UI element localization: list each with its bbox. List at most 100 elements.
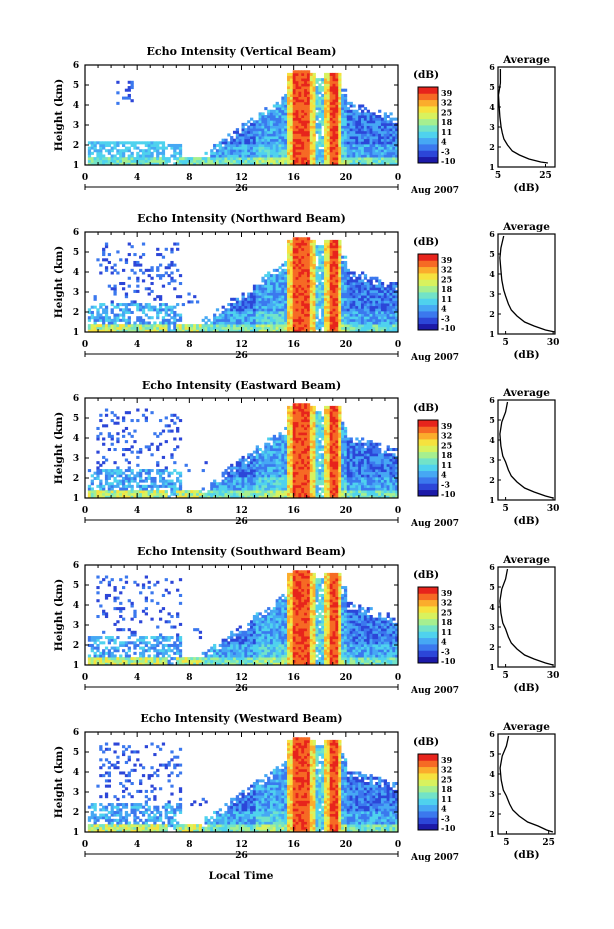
heatmap-cell — [278, 318, 282, 322]
heatmap-cell — [292, 88, 296, 92]
heatmap-cell — [324, 93, 328, 97]
heatmap-cell — [346, 159, 351, 163]
heatmap-cell — [361, 112, 365, 116]
heatmap-cell — [295, 416, 299, 420]
heatmap-cell — [389, 316, 393, 320]
heatmap-cell — [309, 125, 314, 129]
heatmap-cell — [247, 492, 251, 496]
heatmap-cell — [221, 318, 225, 322]
heatmap-cell — [324, 329, 328, 333]
heatmap-cell — [227, 324, 231, 328]
heatmap-cell — [281, 461, 285, 465]
y-axis-label: Height (km) — [53, 246, 65, 318]
heatmap-cell — [113, 490, 117, 494]
heatmap-cell — [378, 324, 382, 328]
heatmap-cell — [164, 329, 168, 333]
heatmap-cell — [264, 471, 268, 475]
heatmap-cell — [326, 122, 331, 126]
heatmap-cell — [326, 162, 331, 166]
heatmap-cell — [99, 305, 103, 309]
heatmap-cell — [395, 157, 399, 161]
heatmap-cell — [178, 484, 183, 488]
heatmap-cell — [110, 318, 114, 322]
heatmap-cell — [136, 482, 140, 486]
heatmap-cell — [232, 495, 237, 499]
heatmap-cell — [247, 125, 251, 129]
heatmap-cell — [284, 146, 288, 150]
heatmap-cell — [164, 484, 168, 488]
heatmap-cell — [121, 479, 126, 483]
heatmap-cell — [87, 495, 92, 499]
heatmap-cell — [235, 482, 240, 486]
heatmap-cell — [326, 274, 331, 278]
heatmap-cell — [258, 122, 262, 126]
heatmap-cell — [395, 316, 399, 320]
heatmap-cell — [346, 141, 351, 145]
heatmap-cell — [281, 268, 285, 272]
heatmap-cell — [170, 482, 174, 486]
heatmap-cell — [104, 329, 109, 333]
heatmap-cell — [272, 282, 277, 286]
heatmap-cell — [292, 99, 296, 103]
heatmap-cell — [176, 295, 180, 299]
heatmap-cell — [116, 141, 120, 145]
heatmap-cell — [378, 326, 382, 330]
colorbar-swatch — [418, 87, 438, 94]
heatmap-cell — [298, 318, 302, 322]
heatmap-cell — [133, 495, 137, 499]
heatmap-cell — [349, 276, 353, 280]
heatmap-cell — [147, 159, 151, 163]
heatmap-cell — [343, 316, 348, 320]
heatmap-cell — [121, 453, 126, 457]
heatmap-cell — [298, 437, 302, 441]
heatmap-cell — [261, 450, 265, 454]
heatmap-cell — [352, 274, 356, 278]
heatmap-cell — [312, 83, 316, 87]
heatmap-cell — [295, 141, 299, 145]
heatmap-cell — [346, 274, 351, 278]
heatmap-cell — [164, 321, 168, 325]
heatmap-cell — [321, 276, 325, 280]
heatmap-cell — [343, 143, 348, 147]
heatmap-cell — [295, 276, 299, 280]
heatmap-cell — [301, 136, 305, 140]
heatmap-cell — [156, 308, 160, 312]
heatmap-cell — [267, 469, 271, 473]
heatmap-cell — [107, 474, 112, 478]
heatmap-cell — [281, 151, 285, 155]
heatmap-cell — [278, 445, 282, 449]
heatmap-cell — [144, 471, 148, 475]
heatmap-cell — [383, 112, 388, 116]
heatmap-cell — [201, 495, 205, 499]
heatmap-cell — [363, 120, 368, 124]
heatmap-cell — [361, 162, 365, 166]
heatmap-cell — [147, 141, 151, 145]
heatmap-cell — [141, 308, 146, 312]
heatmap-cell — [326, 159, 331, 163]
heatmap-cell — [284, 474, 288, 478]
heatmap-cell — [369, 143, 373, 147]
heatmap-cell — [332, 271, 336, 275]
heatmap-cell — [366, 318, 370, 322]
heatmap-cell — [318, 125, 322, 129]
heatmap-cell — [343, 122, 348, 126]
heatmap-cell — [102, 321, 106, 325]
heatmap-cell — [241, 455, 245, 459]
heatmap-cell — [230, 482, 234, 486]
heatmap-cell — [301, 101, 305, 105]
heatmap-cell — [329, 266, 333, 270]
heatmap-cell — [326, 141, 331, 145]
heatmap-cell — [383, 136, 388, 140]
heatmap-cell — [361, 143, 365, 147]
heatmap-cell — [301, 416, 305, 420]
heatmap-cell — [133, 321, 137, 325]
heatmap-cell — [289, 151, 294, 155]
heatmap-cell — [261, 329, 265, 333]
heatmap-cell — [238, 305, 242, 309]
heatmap-cell — [247, 329, 251, 333]
heatmap-cell — [289, 448, 294, 452]
heatmap-cell — [238, 136, 242, 140]
heatmap-cell — [207, 318, 211, 322]
heatmap-cell — [324, 157, 328, 161]
heatmap-cell — [213, 151, 217, 155]
